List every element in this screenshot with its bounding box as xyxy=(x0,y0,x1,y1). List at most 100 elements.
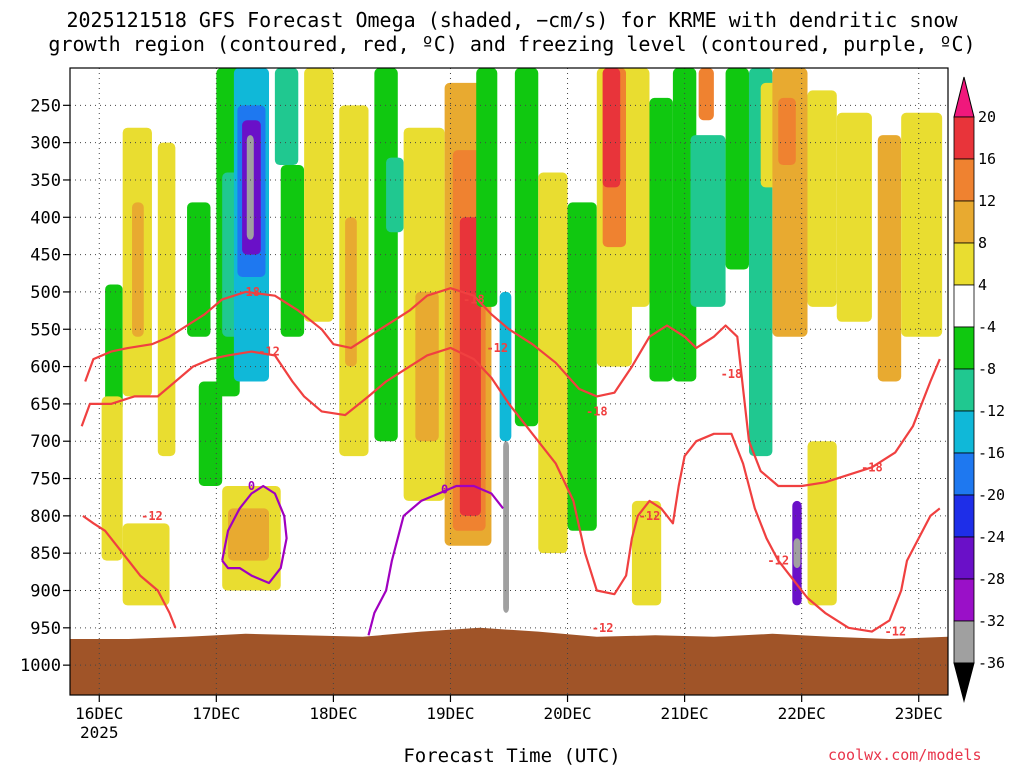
y-tick-label: 400 xyxy=(30,208,61,228)
x-tick-label: 22DEC xyxy=(778,704,826,723)
credit-link[interactable]: coolwx.com/models xyxy=(828,746,982,764)
x-tick-label: 21DEC xyxy=(661,704,709,723)
omega-cell xyxy=(690,135,726,307)
colorbar-label: -20 xyxy=(978,486,1005,504)
colorbar-band xyxy=(953,200,975,244)
omega-cell xyxy=(198,381,223,486)
freezing-level-contour xyxy=(367,484,504,636)
y-axis: 250 300 350 400 450 500 550 600 650 700 750 800 850 9… xyxy=(20,96,70,676)
omega-cell xyxy=(374,68,398,442)
omega-cell xyxy=(187,202,211,337)
x-tick-label: 17DEC xyxy=(192,704,240,723)
omega-cell xyxy=(246,135,254,240)
dgz-contour xyxy=(80,346,941,633)
omega-cell xyxy=(793,538,801,569)
colorbar-label: -12 xyxy=(978,402,1005,420)
omega-cell xyxy=(415,291,439,442)
colorbar-label: -36 xyxy=(978,654,1005,672)
omega-cell xyxy=(476,68,498,307)
omega-cell xyxy=(122,523,170,606)
y-tick-label: 1000 xyxy=(20,656,61,676)
colorbar-label: -8 xyxy=(978,360,996,378)
omega-shading-layer xyxy=(101,68,943,613)
colorbar-label: -4 xyxy=(978,318,996,336)
colorbar-band xyxy=(953,410,975,454)
colorbar-label: 20 xyxy=(978,108,996,126)
omega-cell xyxy=(649,97,673,382)
omega-cell xyxy=(132,202,144,337)
contour-label: -12 xyxy=(141,509,163,523)
ground-layer xyxy=(70,627,948,695)
y-tick-label: 650 xyxy=(30,395,61,415)
omega-cell xyxy=(778,97,796,166)
omega-cell xyxy=(631,500,662,606)
colorbar-bottom-arrow xyxy=(953,662,975,703)
y-tick-label: 500 xyxy=(30,283,61,303)
colorbar-band xyxy=(953,494,975,538)
x-axis-title: Forecast Time (UTC) xyxy=(403,745,621,767)
omega-cell xyxy=(386,157,404,233)
omega-cell xyxy=(280,165,305,337)
omega-cell xyxy=(877,135,902,382)
colorbar-label: -24 xyxy=(978,528,1005,546)
omega-cell xyxy=(105,284,123,412)
y-tick-label: 450 xyxy=(30,246,61,266)
colorbar: 20 16 12 8 4 -4 -8 -12 -16 -20 -24 -28 -32 -36 xyxy=(953,76,1005,703)
plot-frame xyxy=(69,67,949,696)
y-tick-label: 250 xyxy=(30,96,61,116)
colorbar-band xyxy=(953,368,975,412)
contour-label: -12 xyxy=(639,509,661,523)
omega-cell xyxy=(538,172,568,554)
colorbar-band xyxy=(953,116,975,160)
omega-cell xyxy=(807,441,837,606)
contour-label: -12 xyxy=(592,621,614,635)
colorbar-label: 4 xyxy=(978,276,987,294)
contour-label: -18 xyxy=(861,460,883,474)
omega-cell xyxy=(725,68,749,270)
contour-label: -12 xyxy=(767,554,789,568)
x-tick-label: 16DEC xyxy=(75,704,123,723)
y-tick-label: 850 xyxy=(30,544,61,564)
omega-cell xyxy=(567,202,597,531)
x-tick-year-label: 2025 xyxy=(80,723,119,742)
colorbar-label: -32 xyxy=(978,612,1005,630)
colorbar-band xyxy=(953,242,975,286)
dgz-contour xyxy=(82,515,177,629)
colorbar-label: 12 xyxy=(978,192,996,210)
colorbar-band xyxy=(953,620,975,664)
colorbar-band xyxy=(953,326,975,370)
chart-title-line-2: growth region (contoured, red, ºC) and f… xyxy=(48,32,976,56)
y-tick-label: 300 xyxy=(30,134,61,154)
x-tick-label: 19DEC xyxy=(426,704,474,723)
y-tick-label: 700 xyxy=(30,432,61,452)
omega-cell xyxy=(157,142,176,457)
omega-cell xyxy=(228,508,270,561)
omega-cell xyxy=(836,112,872,322)
omega-cell xyxy=(698,68,714,121)
y-tick-label: 800 xyxy=(30,507,61,527)
contour-label: -18 xyxy=(463,292,485,306)
omega-cell xyxy=(274,68,299,166)
y-tick-label: 350 xyxy=(30,171,61,191)
y-tick-label: 550 xyxy=(30,320,61,340)
x-tick-label: 18DEC xyxy=(309,704,357,723)
omega-cell xyxy=(101,396,123,561)
colorbar-label: -28 xyxy=(978,570,1005,588)
y-tick-label: 600 xyxy=(30,358,61,378)
contour-label: -12 xyxy=(258,345,280,359)
contour-label: 0 xyxy=(248,479,255,493)
colorbar-band xyxy=(953,284,975,328)
omega-cell xyxy=(626,68,650,307)
contour-label: -18 xyxy=(586,404,608,418)
contour-label: 0 xyxy=(441,483,448,497)
contour-label: -12 xyxy=(486,341,508,355)
colorbar-top-arrow xyxy=(953,76,975,118)
contour-label: -12 xyxy=(884,625,906,639)
y-tick-label: 750 xyxy=(30,470,61,490)
colorbar-label: -16 xyxy=(978,444,1005,462)
omega-cell xyxy=(901,112,943,337)
y-tick-label: 900 xyxy=(30,582,61,602)
colorbar-band xyxy=(953,536,975,580)
